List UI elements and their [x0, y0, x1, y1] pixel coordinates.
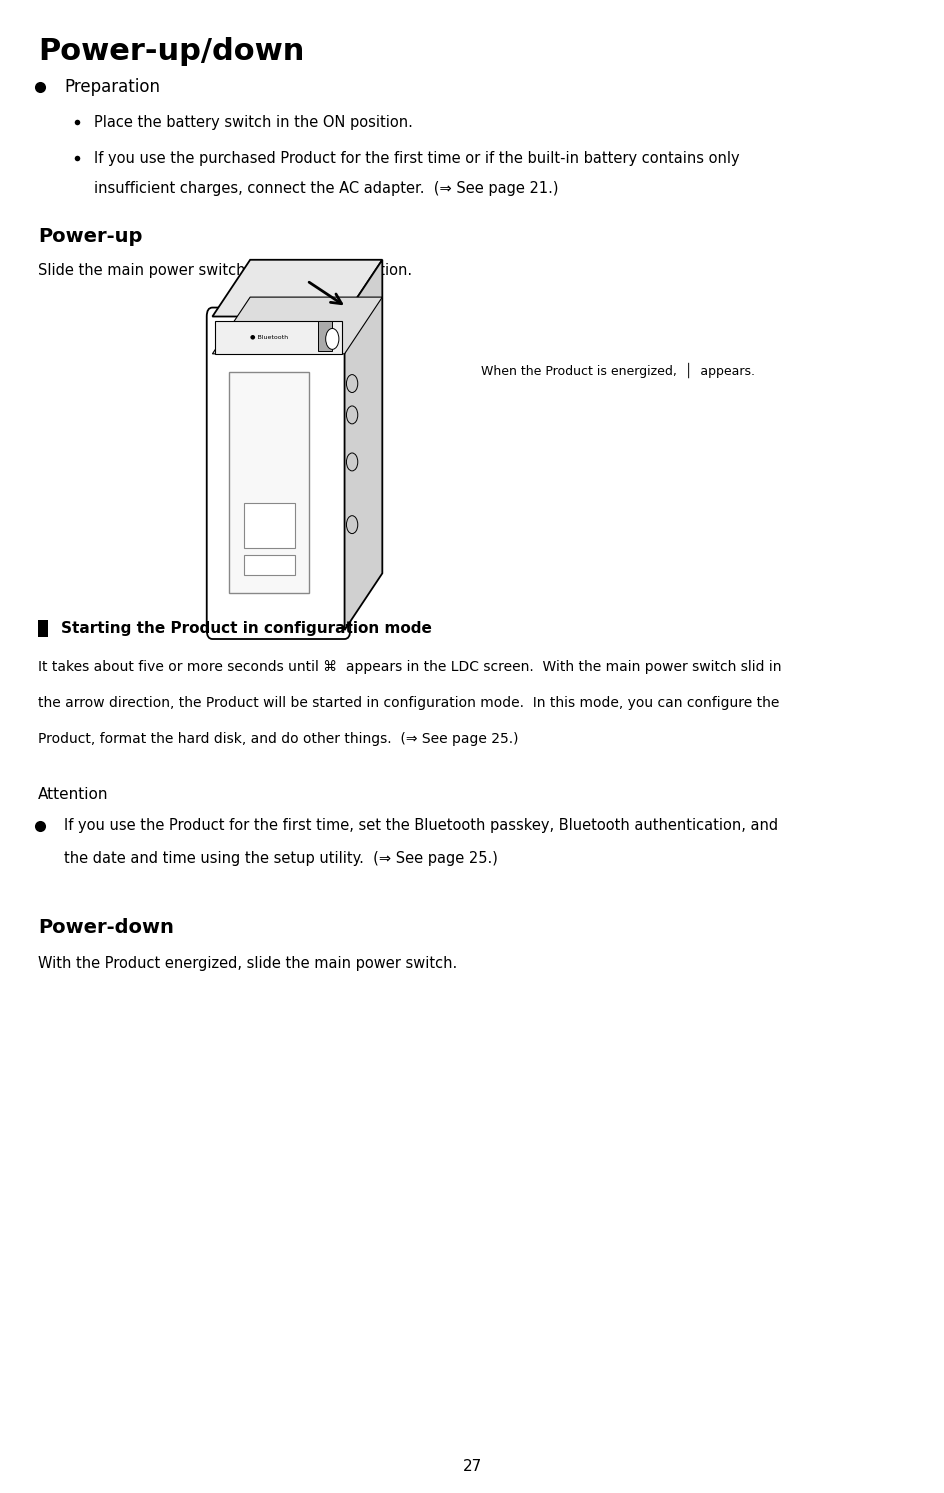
Polygon shape — [345, 260, 382, 630]
Text: the arrow direction, the Product will be started in configuration mode.  In this: the arrow direction, the Product will be… — [38, 696, 779, 709]
Bar — [244, 503, 295, 548]
Text: With the Product energized, slide the main power switch.: With the Product energized, slide the ma… — [38, 956, 457, 970]
Polygon shape — [212, 260, 382, 317]
Bar — [318, 321, 332, 351]
Text: Attention: Attention — [38, 787, 109, 802]
Text: It takes about five or more seconds until ⌘  appears in the LDC screen.  With th: It takes about five or more seconds unti… — [38, 660, 782, 673]
Text: the date and time using the setup utility.  (⇒ See page 25.): the date and time using the setup utilit… — [64, 851, 498, 866]
Text: insufficient charges, connect the AC adapter.  (⇒ See page 21.): insufficient charges, connect the AC ada… — [94, 181, 559, 196]
Text: Preparation: Preparation — [64, 78, 160, 96]
Text: If you use the purchased Product for the first time or if the built-in battery c: If you use the purchased Product for the… — [94, 151, 740, 166]
Circle shape — [346, 515, 358, 533]
Circle shape — [346, 375, 358, 393]
Bar — [38, 621, 48, 636]
Circle shape — [346, 452, 358, 470]
Text: ● Bluetooth: ● Bluetooth — [250, 334, 288, 340]
Text: Starting the Product in configuration mode: Starting the Product in configuration mo… — [61, 621, 432, 636]
Circle shape — [326, 328, 339, 349]
Text: Power-down: Power-down — [38, 918, 174, 938]
Text: Product, format the hard disk, and do other things.  (⇒ See page 25.): Product, format the hard disk, and do ot… — [38, 732, 518, 745]
Circle shape — [346, 406, 358, 424]
Text: Power-up/down: Power-up/down — [38, 37, 304, 66]
Bar — [244, 555, 295, 575]
Text: 27: 27 — [463, 1459, 481, 1474]
Text: Slide the main power switch in the arrow direction.: Slide the main power switch in the arrow… — [38, 263, 412, 278]
Text: Place the battery switch in the ON position.: Place the battery switch in the ON posit… — [94, 115, 413, 130]
Text: Power-up: Power-up — [38, 227, 143, 246]
Bar — [229, 372, 309, 593]
Text: When the Product is energized,  │  appears.: When the Product is energized, │ appears… — [481, 363, 755, 378]
Polygon shape — [212, 297, 382, 354]
Text: If you use the Product for the first time, set the Bluetooth passkey, Bluetooth : If you use the Product for the first tim… — [64, 818, 778, 833]
Bar — [215, 321, 342, 354]
FancyBboxPatch shape — [207, 308, 350, 639]
